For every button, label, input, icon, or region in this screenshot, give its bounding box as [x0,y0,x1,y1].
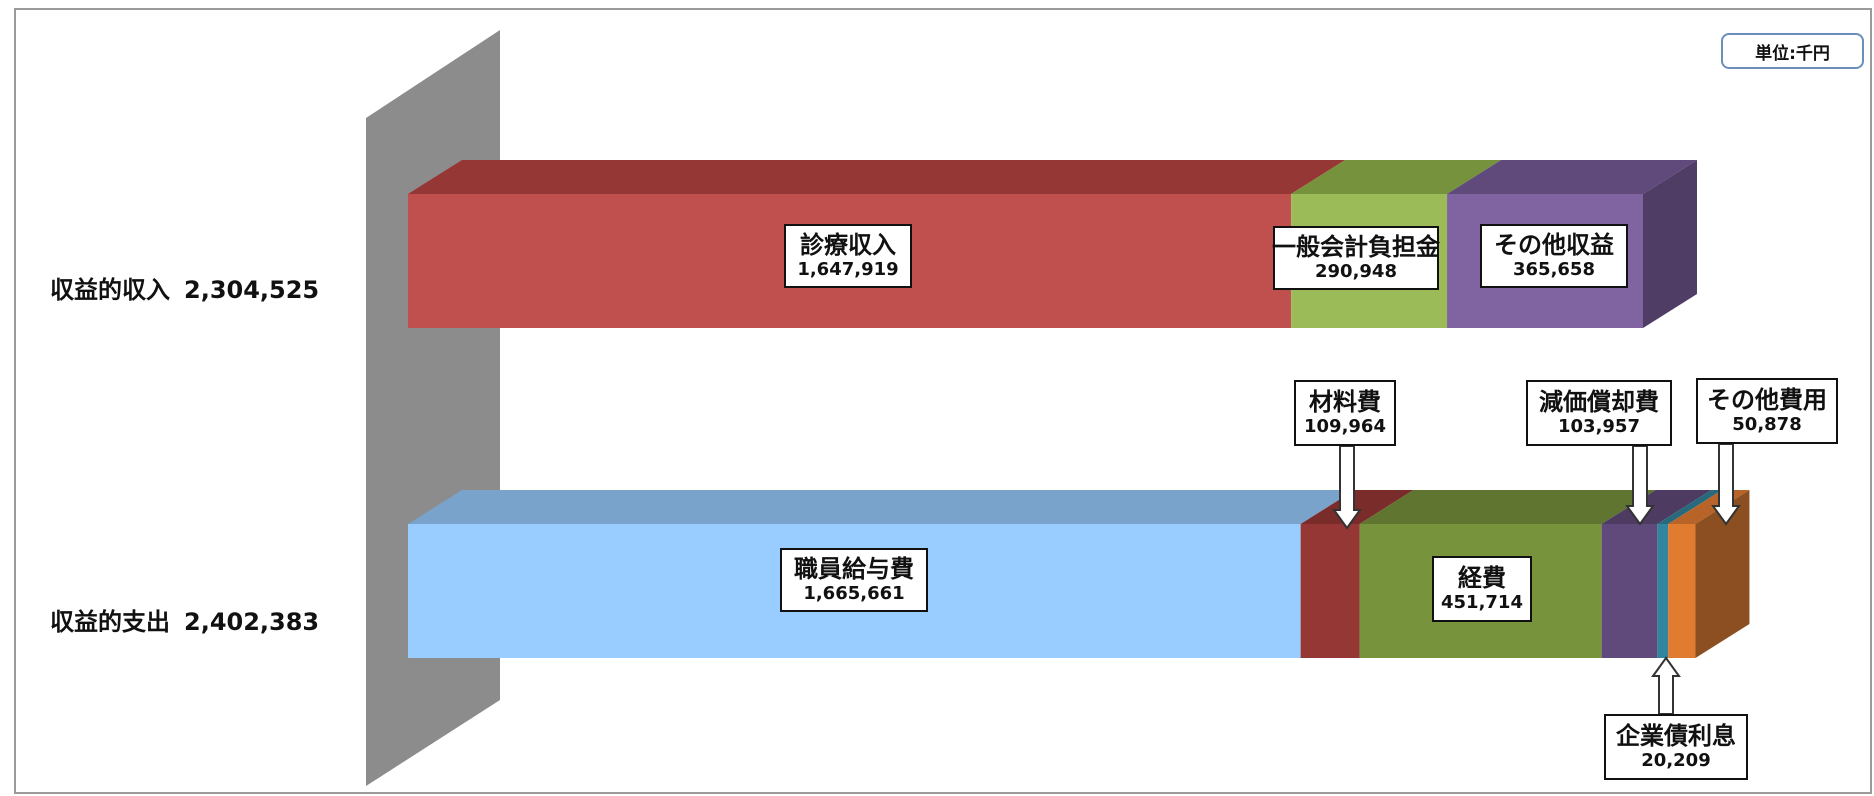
arrow-減価償却費 [1625,445,1655,526]
data-label-診療収入: 診療収入 1,647,919 [784,224,912,288]
bar-企業債利息 [1657,524,1669,658]
category-total: 2,402,383 [184,608,320,636]
bar-top-減価償却費 [1601,490,1712,524]
bar-top-その他収益 [1447,160,1697,194]
data-label-減価償却費: 減価償却費 103,957 [1526,380,1672,446]
category-label-revenue: 収益的収入 2,304,525 [50,270,319,305]
arrow-その他費用 [1711,443,1741,526]
data-label-その他収益: その他収益 365,658 [1480,224,1628,288]
data-label-職員給与費: 職員給与費 1,665,661 [780,548,928,612]
bar-減価償却費 [1601,524,1658,658]
bar-side-収益的支出 [1695,490,1750,658]
arrow-企業債利息 [1651,656,1681,715]
unit-note: 単位:千円 [1721,33,1864,69]
bar-top-職員給与費 [408,490,1355,524]
category-name: 収益的収入 [50,276,170,304]
bar-top-一般会計負担金 [1291,160,1502,194]
callout-arrows [1332,443,1741,715]
bar-材料費 [1300,524,1360,658]
chart-frame [14,8,1872,794]
bar-top-診療収入 [408,160,1346,194]
arrow-材料費 [1332,445,1362,530]
chart-back-wall [366,30,500,786]
category-label-expense: 収益的支出 2,402,383 [50,602,319,637]
data-label-経費: 経費 451,714 [1432,556,1532,622]
category-total: 2,304,525 [184,276,320,304]
bar-top-企業債利息 [1657,490,1723,524]
bar-その他費用 [1668,524,1696,658]
bar-top-経費 [1359,490,1656,524]
data-label-その他費用: その他費用 50,878 [1696,378,1838,444]
bar-top-材料費 [1300,490,1414,524]
data-label-一般会計負担金: 一般会計負担金 290,948 [1272,226,1440,290]
bar-side-収益的収入 [1643,160,1697,328]
data-label-企業債利息: 企業債利息 20,209 [1604,714,1748,780]
data-label-材料費: 材料費 109,964 [1294,380,1396,446]
category-name: 収益的支出 [50,608,170,636]
